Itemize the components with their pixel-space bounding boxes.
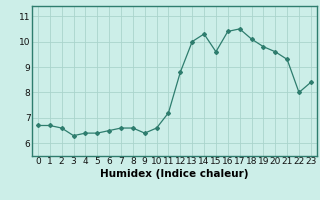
X-axis label: Humidex (Indice chaleur): Humidex (Indice chaleur) xyxy=(100,169,249,179)
